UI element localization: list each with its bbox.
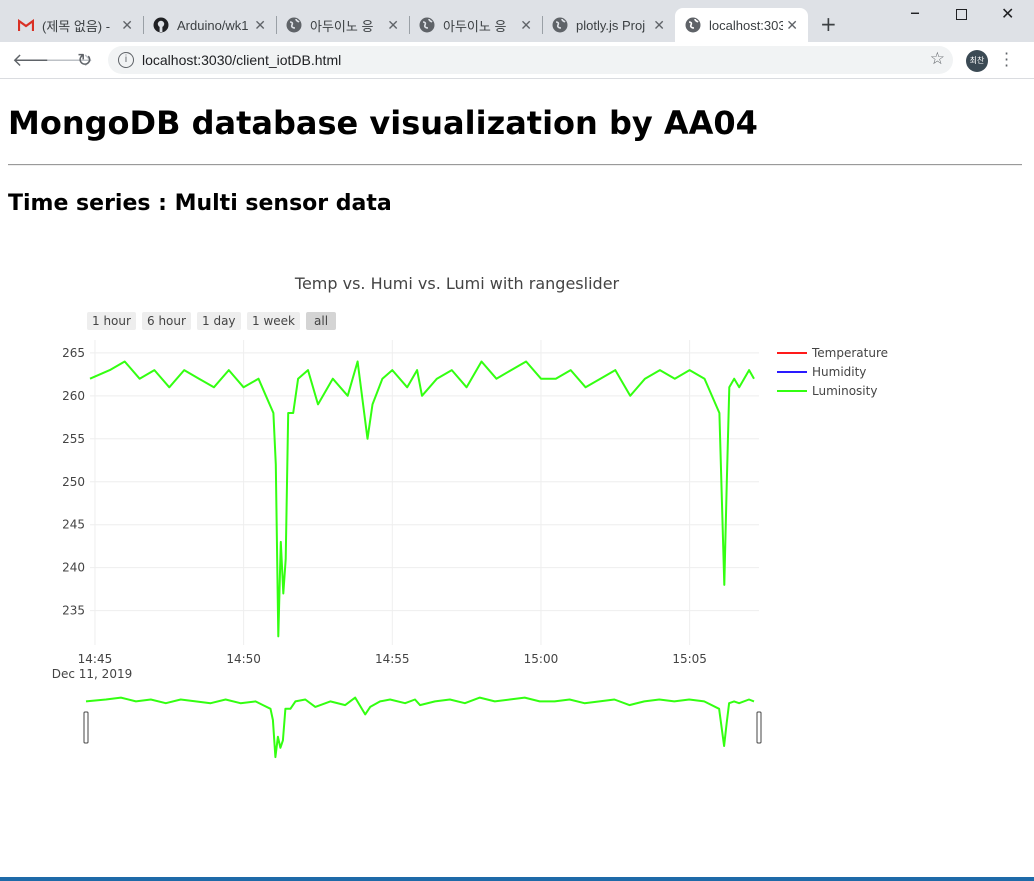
sensor-chart[interactable]: Temp vs. Humi vs. Lumi with rangeslider … [0,260,1034,800]
browser-tab-arduino-1[interactable]: 아두이노 응 ✕ [276,8,409,42]
legend-label: Humidity [812,365,866,379]
y-axis: 265 260 255 250 245 240 235 [62,346,85,618]
chart-title: Temp vs. Humi vs. Lumi with rangeslider [294,274,620,293]
close-tab-icon[interactable]: ✕ [254,17,266,33]
legend-label: Temperature [811,346,888,360]
close-tab-icon[interactable]: ✕ [786,17,798,33]
browser-tab-plotly[interactable]: plotly.js Proj ✕ [542,8,675,42]
y-tick-label: 235 [62,604,85,618]
x-date-label: Dec 11, 2019 [52,667,132,681]
minimize-icon[interactable]: – [910,0,920,24]
page-title: MongoDB database visualization by AA04 [8,104,758,142]
y-tick-label: 255 [62,432,85,446]
close-tab-icon[interactable]: ✕ [653,17,665,33]
range-button-1-hour[interactable]: 1 hour [87,312,136,330]
y-tick-label: 245 [62,518,85,532]
x-tick-label: 15:05 [672,652,707,666]
address-bar[interactable]: i localhost:3030/client_iotDB.html ☆ [108,46,953,74]
tab-divider [409,16,410,34]
tab-divider [276,16,277,34]
divider [8,164,1022,166]
tab-label: 아두이노 응 [443,18,507,34]
info-icon[interactable]: i [118,52,134,68]
x-tick-label: 14:50 [226,652,261,666]
browser-tabstrip: (제목 없음) - ✕ Arduino/wk1 ✕ 아두이노 응 ✕ 아두이노 … [0,0,1034,42]
tab-label: plotly.js Proj [576,17,646,33]
browser-tab-localhost[interactable]: localhost:303 ✕ [675,8,808,42]
slider-handle-left [83,711,89,744]
menu-icon[interactable]: · · · [1004,44,1010,75]
y-tick-label: 250 [62,475,85,489]
slider-series-line [85,696,755,759]
avatar[interactable]: 최찬 [966,50,988,72]
globe-icon [286,17,302,33]
globe-icon [685,17,701,33]
series-lines [89,360,755,638]
browser-toolbar: 🡐 🡒 ↻ i localhost:3030/client_iotDB.html… [0,42,1034,79]
globe-icon [552,17,568,33]
y-tick-label: 265 [62,346,85,360]
new-tab-icon[interactable]: + [820,12,837,36]
tab-divider [143,16,144,34]
range-button-1-week[interactable]: 1 week [247,312,300,330]
maximize-icon[interactable] [956,5,967,24]
series-line-luminosity [89,360,755,638]
x-axis: 14:45 14:50 14:55 15:00 15:05 [78,652,707,666]
globe-icon [419,17,435,33]
taskbar [0,877,1034,881]
x-tick-label: 15:00 [524,652,559,666]
section-title: Time series : Multi sensor data [8,191,392,216]
close-tab-icon[interactable]: ✕ [520,17,532,33]
range-button-6-hour[interactable]: 6 hour [142,312,191,330]
forward-icon[interactable]: 🡒 [45,50,94,71]
tab-divider [542,16,543,34]
github-icon [153,17,169,33]
reload-icon[interactable]: ↻ [77,50,93,71]
browser-tab-gmail[interactable]: (제목 없음) - ✕ [8,8,143,42]
range-button-1-day[interactable]: 1 day [197,312,241,330]
back-icon[interactable]: 🡐 [12,50,61,71]
bookmark-star-icon[interactable]: ☆ [929,49,945,69]
x-tick-label: 14:45 [78,652,113,666]
range-slider[interactable] [83,696,762,759]
tab-label: 아두이노 응 [310,18,374,34]
grid [90,340,759,645]
close-window-icon[interactable]: ✕ [1001,4,1015,23]
browser-tab-github[interactable]: Arduino/wk1 ✕ [143,8,276,42]
y-tick-label: 260 [62,389,85,403]
close-tab-icon[interactable]: ✕ [387,17,399,33]
tab-label: (제목 없음) - [42,18,111,34]
y-tick-label: 240 [62,561,85,575]
gmail-icon [18,17,34,33]
x-tick-label: 14:55 [375,652,410,666]
range-button-all[interactable]: all [306,312,337,330]
slider-handle-right [756,711,762,744]
browser-tab-arduino-2[interactable]: 아두이노 응 ✕ [409,8,542,42]
legend[interactable]: Temperature Humidity Luminosity [777,346,888,398]
tab-label: Arduino/wk1 [177,17,249,33]
legend-label: Luminosity [812,384,877,398]
address-text[interactable]: localhost:3030/client_iotDB.html [142,52,342,68]
tab-label: localhost:303 [709,17,783,33]
close-tab-icon[interactable]: ✕ [121,17,133,33]
